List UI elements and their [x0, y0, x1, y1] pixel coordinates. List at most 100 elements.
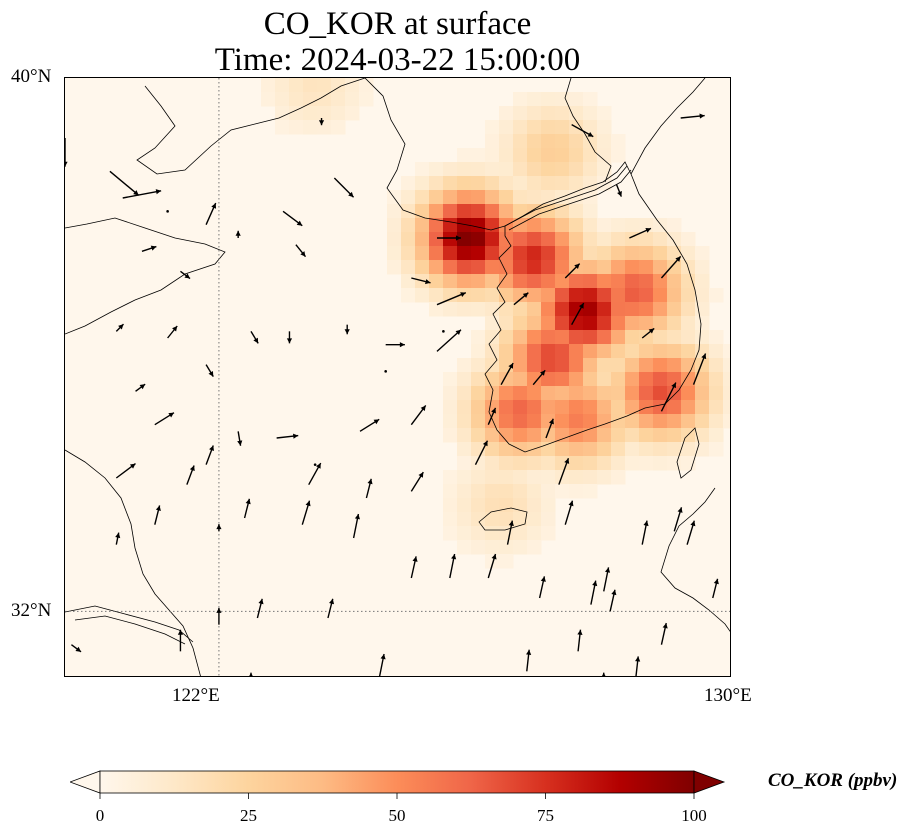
field-cell: [681, 414, 696, 429]
colorbar-extend-min: [70, 770, 101, 794]
field-cell: [499, 316, 514, 331]
field-cell: [513, 260, 528, 275]
field-cell: [303, 92, 318, 107]
field-cell: [499, 232, 514, 247]
field-cell: [457, 204, 472, 219]
field-cell: [317, 92, 332, 107]
field-cell: [583, 288, 598, 303]
field-cell: [723, 414, 730, 429]
wind-arrow: [680, 113, 705, 119]
field-cell: [471, 148, 486, 163]
field-cell: [443, 302, 458, 317]
field-cell: [457, 484, 472, 499]
field-cell: [625, 456, 640, 471]
field-cell: [429, 162, 444, 177]
field-cell: [583, 120, 598, 135]
field-cell: [387, 190, 402, 205]
field-cell: [527, 484, 542, 499]
wind-arrow: [384, 370, 387, 373]
field-cell: [541, 106, 556, 121]
field-cell: [723, 400, 730, 415]
field-cell: [457, 540, 472, 555]
field-cell: [681, 386, 696, 401]
field-cell: [695, 260, 710, 275]
field-cell: [569, 428, 584, 443]
field-cell: [709, 414, 724, 429]
field-cell: [513, 316, 528, 331]
field-cell: [541, 316, 556, 331]
field-cell: [457, 288, 472, 303]
wind-arrow: [333, 177, 355, 198]
field-cell: [359, 78, 374, 93]
field-cell: [485, 274, 500, 289]
map-canvas[interactable]: [65, 78, 731, 677]
field-cell: [443, 190, 458, 205]
field-cell: [541, 162, 556, 177]
field-cell: [527, 302, 542, 317]
wind-arrow: [673, 507, 683, 532]
field-cell: [555, 120, 570, 135]
field-cell: [499, 400, 514, 415]
field-cell: [597, 246, 612, 261]
field-cell: [485, 218, 500, 233]
field-cell: [695, 330, 710, 345]
field-cell: [499, 162, 514, 177]
coastline-border-dmz-2: [508, 169, 632, 231]
field-cell: [695, 372, 710, 387]
field-cell: [513, 148, 528, 163]
field-cell: [527, 288, 542, 303]
field-cell: [667, 288, 682, 303]
field-cell: [555, 442, 570, 457]
wind-arrow: [436, 235, 461, 241]
field-cell: [527, 246, 542, 261]
field-cell: [583, 428, 598, 443]
field-cell: [485, 414, 500, 429]
field-cell: [457, 232, 472, 247]
wind-arrow: [410, 556, 418, 579]
field-cell: [471, 526, 486, 541]
field-cell: [569, 246, 584, 261]
field-cell: [401, 218, 416, 233]
wind-arrow: [301, 500, 311, 525]
field-cell: [485, 372, 500, 387]
field-cell: [541, 302, 556, 317]
field-cell: [625, 330, 640, 345]
field-cell: [625, 316, 640, 331]
field-cell: [429, 232, 444, 247]
field-cell: [597, 106, 612, 121]
wind-arrow: [256, 598, 264, 619]
field-cell: [555, 484, 570, 499]
field-cell: [597, 470, 612, 485]
wind-arrow: [629, 227, 652, 239]
field-cell: [541, 176, 556, 191]
field-cell: [681, 372, 696, 387]
field-cell: [471, 330, 486, 345]
field-cell: [709, 442, 724, 457]
field-cell: [303, 120, 318, 135]
field-cell: [611, 260, 626, 275]
field-cell: [499, 120, 514, 135]
field-cell: [499, 442, 514, 457]
field-cell: [513, 400, 528, 415]
field-cell: [583, 176, 598, 191]
field-cell: [429, 190, 444, 205]
field-cell: [639, 302, 654, 317]
field-cell: [415, 232, 430, 247]
field-cell: [555, 162, 570, 177]
field-cell: [555, 400, 570, 415]
field-cell: [597, 316, 612, 331]
field-cell: [499, 456, 514, 471]
wind-arrow: [571, 124, 594, 138]
wind-arrow: [378, 653, 386, 676]
wind-arrow: [359, 418, 380, 432]
field-cell: [583, 400, 598, 415]
field-cell: [541, 470, 556, 485]
map-panel[interactable]: [64, 77, 731, 677]
field-cell: [513, 162, 528, 177]
field-cell: [569, 218, 584, 233]
field-cell: [611, 470, 626, 485]
field-cell: [527, 498, 542, 513]
wind-arrow: [318, 118, 325, 126]
field-cell: [541, 218, 556, 233]
field-cell: [583, 344, 598, 359]
